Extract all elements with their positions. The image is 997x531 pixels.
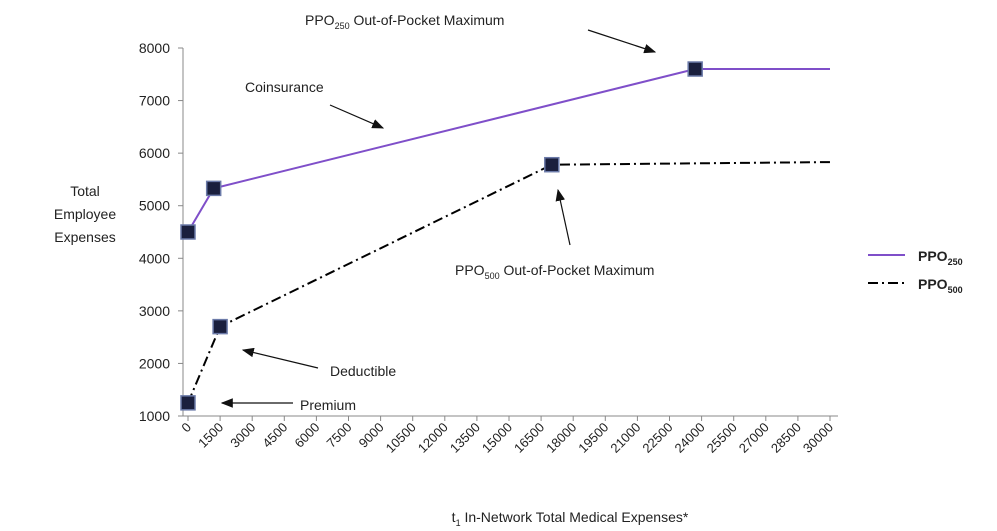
x-tick-label: 9000 (356, 420, 387, 451)
arrows (220, 29, 657, 408)
x-label: t1 In-Network Total Medical Expenses* (452, 509, 689, 528)
annotation: Coinsurance (245, 79, 324, 95)
point-marker (205, 180, 222, 197)
y-tick-label: 2000 (139, 355, 170, 371)
legend-label: PPO250 (918, 248, 963, 267)
y-tick-label: 6000 (139, 145, 170, 161)
x-tick-label: 1500 (195, 420, 226, 451)
x-tick-label: 30000 (800, 420, 836, 456)
annotation: Deductible (330, 363, 396, 379)
x-tick-label: 19500 (575, 420, 611, 456)
point-marker (544, 156, 560, 173)
y-tick-label: 1000 (139, 408, 170, 424)
y-label-line: Expenses (54, 229, 115, 245)
annotation: Premium (300, 397, 356, 413)
y-label-line: Total (70, 183, 100, 199)
y-tick-label: 8000 (139, 40, 170, 56)
y-label-line: Employee (54, 206, 116, 222)
point-marker (212, 318, 228, 335)
series-line (187, 161, 831, 404)
x-tick-label: 13500 (447, 420, 483, 456)
y-tick-label: 3000 (139, 303, 170, 319)
x-tick-label: 0 (178, 420, 194, 436)
x-tick-label: 3000 (227, 420, 258, 451)
x-tick-label: 6000 (291, 420, 322, 451)
x-tick-label: 24000 (672, 420, 708, 456)
x-tick-label: 18000 (543, 420, 579, 456)
y-tick-label: 4000 (139, 250, 170, 266)
y-tick-label: 5000 (139, 198, 170, 214)
annotation: PPO250 Out-of-Pocket Maximum (305, 12, 504, 31)
x-tick-label: 27000 (736, 420, 772, 456)
point-marker (180, 395, 196, 411)
annotation: PPO500 Out-of-Pocket Maximum (455, 262, 654, 281)
point-marker (180, 224, 196, 240)
legend-label: PPO500 (918, 276, 963, 295)
x-tick-label: 16500 (511, 420, 547, 456)
x-tick-label: 21000 (607, 420, 643, 456)
series-line (187, 68, 830, 233)
x-tick-label: 22500 (639, 420, 675, 456)
x-tick-label: 25500 (704, 420, 740, 456)
y-tick-label: 7000 (139, 93, 170, 109)
x-tick-label: 4500 (259, 420, 290, 451)
x-tick-label: 15000 (479, 420, 515, 456)
x-tick-label: 12000 (415, 420, 451, 456)
x-tick-label: 10500 (383, 420, 419, 456)
point-marker (687, 61, 703, 77)
x-tick-label: 7500 (324, 420, 355, 451)
x-tick-label: 28500 (768, 420, 804, 456)
